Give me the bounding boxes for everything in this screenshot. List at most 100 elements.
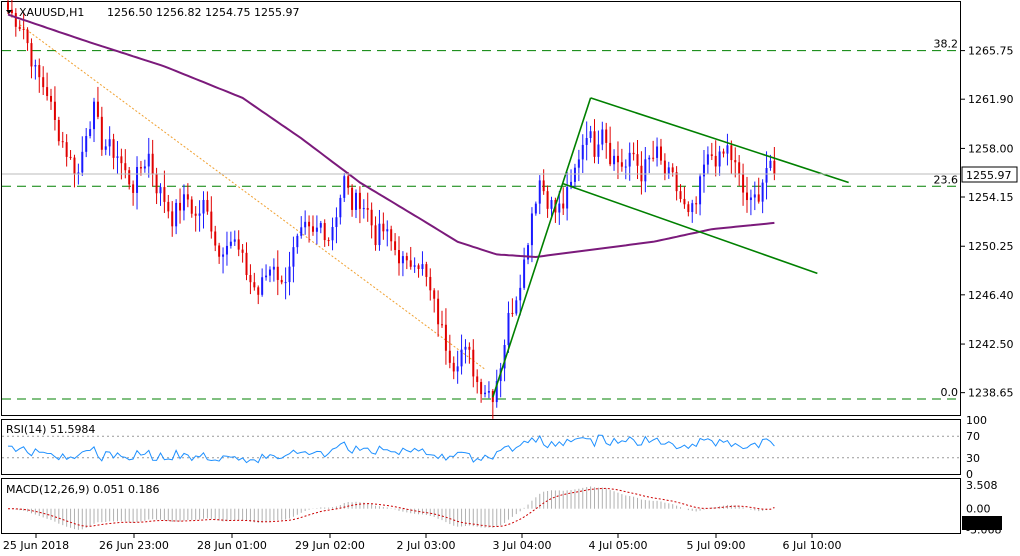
candle-body [675, 172, 678, 192]
candle-body [593, 131, 596, 157]
time-axis-label: 4 Jul 05:00 [589, 539, 648, 552]
candle-body [464, 346, 467, 350]
candle-body [77, 172, 80, 175]
candle-body [714, 155, 717, 167]
candle-body [609, 142, 612, 165]
candle-body [484, 392, 487, 395]
candle-body [663, 160, 666, 175]
candle-body [585, 138, 588, 145]
macd-signal-line [8, 487, 775, 528]
candle-body [237, 239, 240, 250]
candle-body [81, 151, 84, 173]
candle-body [769, 160, 772, 169]
candle-body [100, 116, 103, 150]
candle-body [429, 276, 432, 291]
candle-body [34, 65, 37, 67]
candle-body [171, 211, 174, 227]
candle-body [362, 208, 365, 210]
candle-body [124, 163, 127, 171]
candle-body [245, 252, 248, 276]
candle-body [644, 159, 647, 182]
candle-body [315, 227, 318, 232]
macd-label: MACD(12,26,9) 0.051 0.186 [6, 483, 160, 496]
last-price-box [961, 166, 1018, 183]
candle-body [472, 349, 475, 377]
time-axis-label: 28 Jun 01:00 [197, 539, 267, 552]
candle-body [14, 13, 17, 27]
fib-level-label: 0.0 [941, 386, 959, 399]
candle-body [93, 101, 96, 130]
candle-body [378, 223, 381, 246]
candle-body [710, 154, 713, 156]
candle-body [198, 213, 201, 216]
ohlc-readout: 1256.50 1256.82 1254.75 1255.97 [107, 6, 299, 19]
candle-body [253, 282, 256, 288]
candle-body [46, 87, 49, 96]
candle-body [534, 203, 537, 214]
candle-body [616, 155, 619, 163]
candle-body [394, 241, 397, 251]
candle-body [577, 159, 580, 168]
candle-body [605, 129, 608, 143]
candle-body [718, 151, 721, 167]
candle-body [444, 324, 447, 351]
candle-body [745, 192, 748, 201]
candle-body [257, 287, 260, 295]
macd-axis-label: 3.508 [966, 479, 998, 492]
candle-body [358, 192, 361, 209]
time-axis-label: 29 Jun 02:00 [295, 539, 365, 552]
candle-body [452, 362, 455, 372]
candle-body [511, 312, 514, 314]
channel-lower-line[interactable] [562, 183, 818, 275]
candle-body [573, 167, 576, 182]
candle-body [206, 199, 209, 212]
moving-average-line [7, 13, 775, 259]
candle-body [108, 139, 111, 147]
candle-body [53, 101, 56, 120]
candle-body [691, 203, 694, 213]
fib-level-label: 23.6 [934, 173, 959, 186]
candle-body [57, 119, 60, 142]
candle-body [441, 324, 444, 326]
candle-body [218, 245, 221, 257]
candle-body [566, 187, 569, 209]
candle-body [69, 156, 72, 158]
candle-body [65, 142, 68, 157]
candle-body [652, 157, 655, 159]
price-axis-label: 1246.40 [968, 289, 1014, 302]
candle-body [542, 180, 545, 192]
candle-body [374, 225, 377, 246]
candle-body [38, 65, 41, 78]
candle-body [702, 164, 705, 177]
rsi-axis-label: 100 [966, 414, 987, 427]
candle-body [757, 194, 760, 202]
candle-body [261, 277, 264, 295]
candle-body [128, 170, 131, 185]
candle-body [296, 235, 299, 248]
candle-body [276, 266, 279, 280]
candle-body [225, 245, 228, 255]
candle-body [354, 192, 357, 210]
candle-body [331, 227, 334, 241]
candle-body [155, 173, 158, 194]
dropdown-triangle-icon[interactable] [6, 10, 12, 14]
time-axis-label: 3 Jul 04:00 [493, 539, 552, 552]
candle-body [730, 145, 733, 161]
candle-body [437, 298, 440, 325]
price-axis-label: 1238.65 [968, 387, 1014, 400]
candle-body [624, 166, 627, 168]
candle-body [628, 152, 631, 167]
candle-body [386, 229, 389, 232]
candle-body [530, 213, 533, 246]
candle-body [648, 157, 651, 160]
channel-upper-line[interactable] [590, 97, 849, 184]
candle-body [409, 260, 412, 267]
candle-body [73, 157, 76, 175]
impulse-trend-line[interactable] [492, 97, 592, 398]
candle-body [323, 223, 326, 241]
candle-body [112, 139, 115, 158]
candle-body [417, 265, 420, 269]
time-axis-label: 6 Jul 10:00 [783, 539, 842, 552]
macd-value-box [962, 516, 1002, 530]
